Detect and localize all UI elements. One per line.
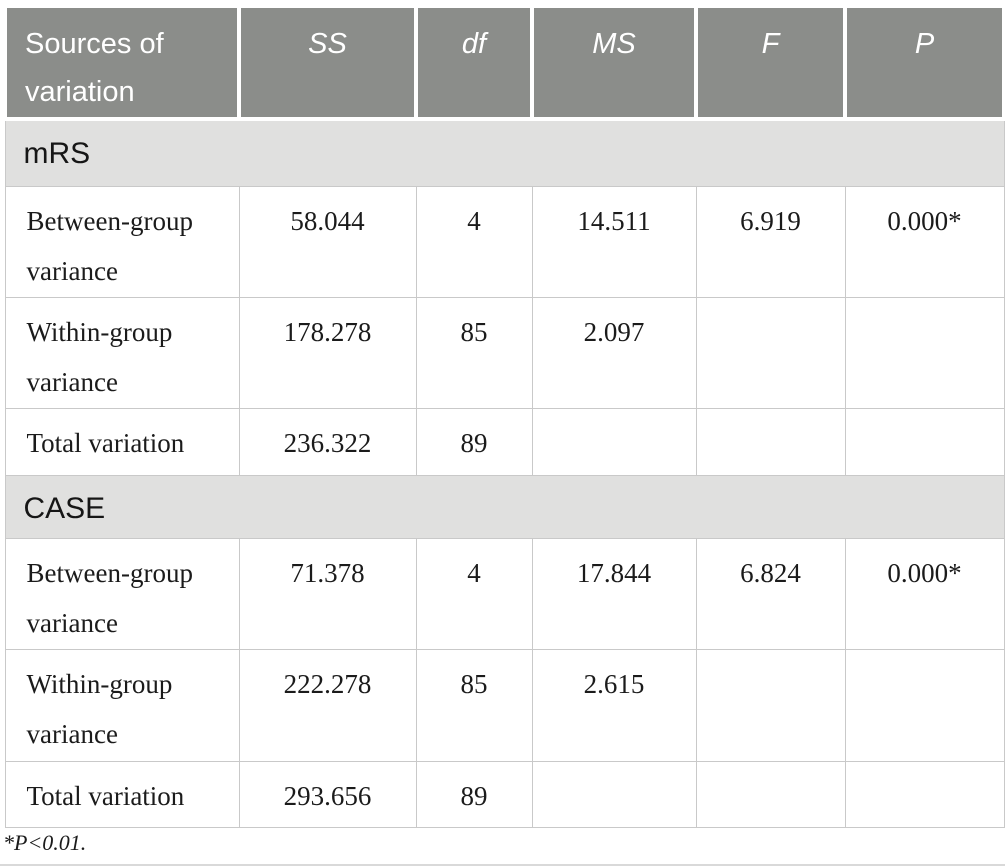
cell-f <box>695 407 846 476</box>
cell-f: 6.919 <box>695 185 846 298</box>
cell-ms: 14.511 <box>531 185 697 298</box>
col-header-p: P <box>843 4 1005 121</box>
anova-table: Sources of variation SS df MS F P mRS Be… <box>3 4 1005 828</box>
cell-df: 4 <box>415 537 533 650</box>
cell-f <box>695 648 846 762</box>
row-label: Within-group variance <box>4 648 240 762</box>
cell-p: 0.000* <box>844 537 1005 650</box>
col-header-sources-of-variation: Sources of variation <box>3 4 241 121</box>
bottom-rule <box>0 864 1005 866</box>
section-band-mrs: mRS <box>4 118 1005 187</box>
cell-ss: 293.656 <box>238 760 417 828</box>
cell-ss: 236.322 <box>238 407 417 476</box>
cell-p <box>844 648 1005 762</box>
row-label: Between-group variance <box>4 185 240 298</box>
cell-p <box>844 760 1005 828</box>
cell-df: 89 <box>415 407 533 476</box>
col-header-f: F <box>694 4 847 121</box>
cell-ss: 71.378 <box>238 537 417 650</box>
col-header-df: df <box>414 4 534 121</box>
col-header-ms: MS <box>530 4 698 121</box>
cell-ms: 17.844 <box>531 537 697 650</box>
section-title-case: CASE <box>4 474 1005 539</box>
cell-f: 6.824 <box>695 537 846 650</box>
cell-df: 89 <box>415 760 533 828</box>
row-label: Total variation <box>4 760 240 828</box>
row-label: Within-group variance <box>4 296 240 409</box>
cell-ss: 222.278 <box>238 648 417 762</box>
cell-ms: 2.097 <box>531 296 697 409</box>
table-row: Within-group variance 222.278 85 2.615 <box>4 648 1005 762</box>
cell-df: 85 <box>415 648 533 762</box>
table-row: Between-group variance 71.378 4 17.844 6… <box>4 537 1005 650</box>
cell-ss: 58.044 <box>238 185 417 298</box>
footnote: *P<0.01. <box>3 830 87 855</box>
row-label: Total variation <box>4 407 240 476</box>
table-row: Between-group variance 58.044 4 14.511 6… <box>4 185 1005 298</box>
table-row: Total variation 236.322 89 <box>4 407 1005 476</box>
cell-ms <box>531 760 697 828</box>
cell-f <box>695 296 846 409</box>
table-row: Total variation 293.656 89 <box>4 760 1005 828</box>
cell-df: 4 <box>415 185 533 298</box>
table-row: Within-group variance 178.278 85 2.097 <box>4 296 1005 409</box>
cell-f <box>695 760 846 828</box>
cell-ms: 2.615 <box>531 648 697 762</box>
cell-df: 85 <box>415 296 533 409</box>
cell-p <box>844 407 1005 476</box>
col-header-ss: SS <box>237 4 418 121</box>
row-label: Between-group variance <box>4 537 240 650</box>
header-row: Sources of variation SS df MS F P <box>3 4 1005 121</box>
cell-ms <box>531 407 697 476</box>
cell-ss: 178.278 <box>238 296 417 409</box>
cell-p <box>844 296 1005 409</box>
anova-table-container: Sources of variation SS df MS F P mRS Be… <box>3 4 1005 828</box>
section-band-case: CASE <box>4 474 1005 539</box>
cell-p: 0.000* <box>844 185 1005 298</box>
section-title-mrs: mRS <box>4 118 1005 187</box>
